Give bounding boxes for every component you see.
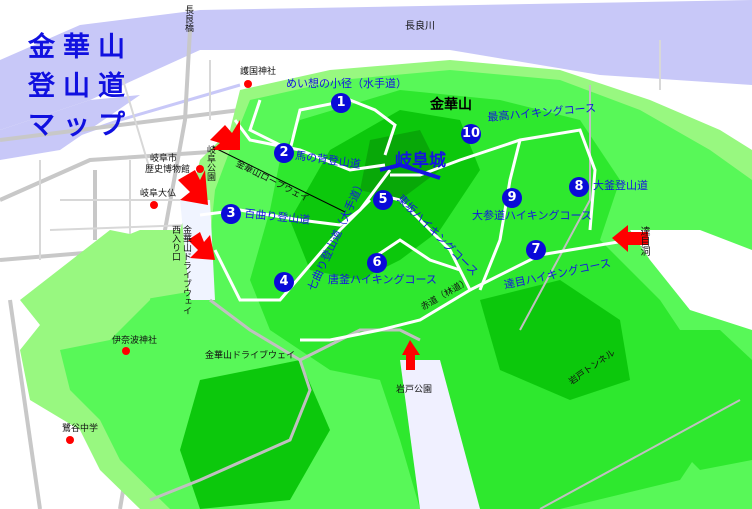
gokoku-label: 護国神社 — [240, 67, 277, 77]
daibutsu-label: 岐阜大仏 — [140, 189, 177, 199]
trail-marker-9[interactable]: 9 — [502, 188, 522, 208]
drive-west-label-2: 西入り口 — [170, 225, 180, 261]
arrow-ropeway — [178, 170, 208, 205]
hiking-trails — [199, 98, 631, 342]
trail-marker-8[interactable]: 8 — [569, 177, 589, 197]
trail-marker-7[interactable]: 7 — [526, 240, 546, 260]
sagiyama-marker — [66, 436, 74, 444]
trail-marker-2[interactable]: 2 — [274, 143, 294, 163]
drive-west-label-1: 金華山ドライブウェイ — [181, 225, 191, 315]
arrow-drive-west — [188, 232, 215, 260]
arrow-iwato-park — [402, 340, 420, 370]
trail-label-6[interactable]: 唐釜ハイキングコース — [328, 273, 437, 286]
inaba-marker — [122, 347, 130, 355]
trail-marker-4[interactable]: 4 — [274, 272, 294, 292]
inaba-label: 伊奈波神社 — [112, 336, 158, 346]
museum-label-1: 岐阜市 — [150, 154, 178, 164]
trail-marker-1[interactable]: 1 — [331, 93, 351, 113]
title-line: 登山道 — [28, 71, 133, 102]
entrance-arrows — [178, 120, 648, 370]
nagara-river-label: 長良川 — [405, 21, 435, 32]
sagiyama-label: 鷺谷中学 — [62, 424, 99, 434]
datsumokubora-label: 達目洞 — [638, 226, 649, 256]
museum-marker — [196, 165, 204, 173]
title-line: 金華山 — [28, 32, 133, 63]
museum-label-2: 歴史博物館 — [145, 165, 191, 175]
trail-marker-6[interactable]: 6 — [367, 253, 387, 273]
arrow-datsumokubora — [612, 225, 648, 252]
daibutsu-marker — [150, 201, 158, 209]
map-title: 金華山 登山道 マップ — [28, 28, 133, 145]
arrow-gifu-park — [210, 120, 240, 150]
trail-marker-3[interactable]: 3 — [221, 204, 241, 224]
peak-label: 金華山 — [430, 97, 472, 113]
nagara-bridge-label: 長良橋 — [183, 5, 193, 32]
castle-label[interactable]: 岐阜城 — [395, 151, 446, 171]
driveway-label: 金華山ドライブウェイ — [205, 351, 296, 361]
trail-marker-5[interactable]: 5 — [373, 190, 393, 210]
gifu-park-label: 岐阜公園 — [205, 145, 215, 181]
title-line: マップ — [28, 110, 133, 141]
iwato-park-label: 岩戸公園 — [396, 385, 433, 395]
trail-marker-10[interactable]: 10 — [461, 124, 481, 144]
trail-label-1[interactable]: めい想の小径（水手道） — [286, 77, 407, 90]
ropeway-line — [212, 146, 346, 213]
trail-label-8[interactable]: 大釜登山道 — [593, 179, 648, 192]
trail-label-9[interactable]: 大参道ハイキングコース — [472, 209, 592, 222]
gokoku-marker — [244, 80, 252, 88]
